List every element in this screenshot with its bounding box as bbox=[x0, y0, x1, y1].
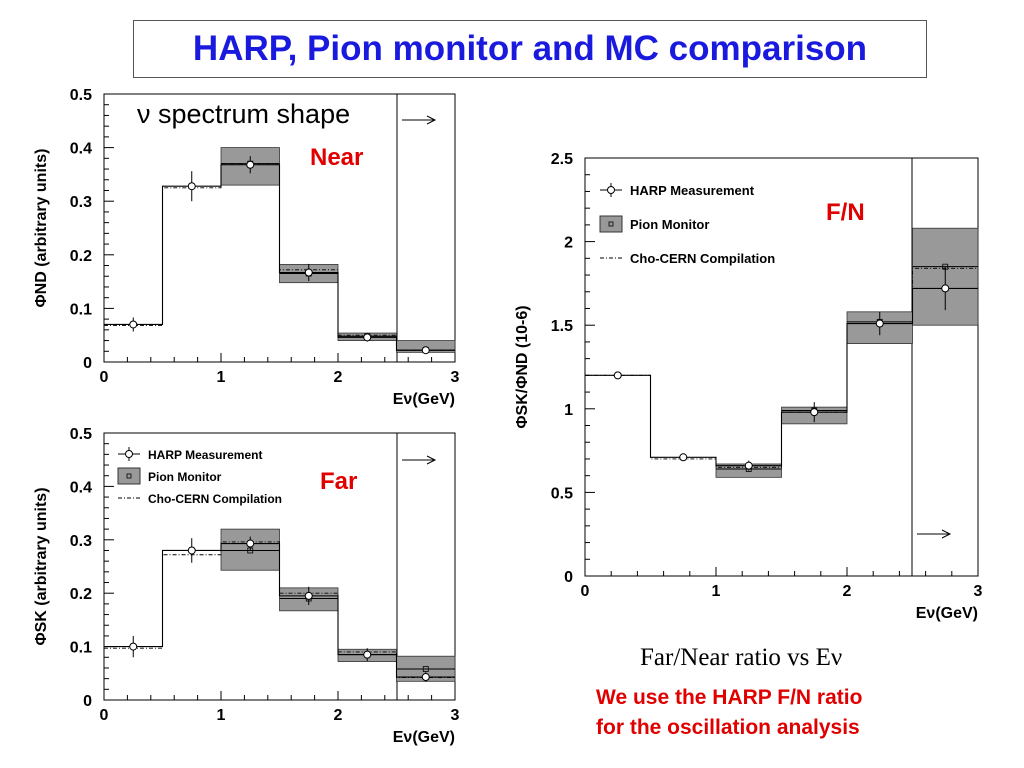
panel-3-harp-point bbox=[875, 319, 884, 328]
panel-2-x-tick-label: 1 bbox=[217, 707, 226, 724]
panel-2-legend-mc-label: Cho-CERN Compilation bbox=[148, 492, 282, 506]
panel-2-pion-marker bbox=[422, 666, 429, 672]
panel-2-harp-point bbox=[304, 591, 313, 600]
panel-3-harp-point bbox=[744, 461, 753, 470]
panel-1-annotation: ν spectrum shape bbox=[137, 99, 350, 129]
panel-3-y-tick-label: 2.5 bbox=[551, 151, 573, 168]
panel-1-harp-point bbox=[129, 320, 138, 329]
panel-2-legend-harp-label: HARP Measurement bbox=[148, 448, 262, 462]
panel-2-y-tick-label: 0.3 bbox=[70, 533, 92, 550]
title-box: HARP, Pion monitor and MC comparison bbox=[133, 20, 927, 78]
panel-3-legend-harp-marker bbox=[607, 186, 615, 194]
panel-3-legend-pion-label: Pion Monitor bbox=[630, 217, 709, 232]
panel-3-y-tick-label: 0 bbox=[564, 569, 573, 586]
panel-2-y-tick-label: 0.4 bbox=[70, 479, 92, 496]
panel-2-y-tick-label: 0.5 bbox=[70, 426, 92, 443]
panel-3-y-tick-label: 0.5 bbox=[551, 485, 573, 502]
panel-1-harp-point bbox=[363, 333, 372, 342]
panel-1-harp-point bbox=[187, 182, 196, 191]
panel-2-x-tick-label: 3 bbox=[451, 707, 460, 724]
panel-1-x-tick-label: 3 bbox=[451, 369, 460, 386]
panel-2-y-tick-label: 0.2 bbox=[70, 586, 92, 603]
panel-3-legend-mc-label: Cho-CERN Compilation bbox=[630, 251, 775, 266]
panel-1-y-tick-label: 0.2 bbox=[70, 248, 92, 265]
panel-3-harp-point bbox=[810, 408, 819, 417]
panel-3-harp-point bbox=[613, 371, 622, 380]
panel-1-harp-point bbox=[421, 346, 430, 355]
panel-3-x-tick-label: 2 bbox=[843, 583, 852, 600]
panel-1-y-tick-label: 0.5 bbox=[70, 87, 92, 104]
panel-1-plot-frame bbox=[103, 93, 456, 363]
panel-2-harp-point bbox=[363, 650, 372, 659]
panel-1-mc-step-line bbox=[104, 163, 455, 351]
panel-2-plot-frame bbox=[103, 432, 456, 701]
panel-2-harp-point bbox=[421, 673, 430, 682]
panel-3-harp-point bbox=[941, 284, 950, 293]
panel-1-x-tick-label: 0 bbox=[100, 369, 109, 386]
panel-2-harp-point bbox=[129, 642, 138, 651]
panel-2-y-tick-label: 0.1 bbox=[70, 640, 92, 657]
panel-3-legend-pion-swatch bbox=[599, 215, 623, 233]
panel-1-y-tick-label: 0.1 bbox=[70, 301, 92, 318]
panel-2-legend-pion-marker bbox=[126, 473, 132, 479]
panel-3-y-tick-label: 1.5 bbox=[551, 318, 573, 335]
panel-2-harp-point bbox=[246, 539, 255, 548]
panel-1-harp-point bbox=[304, 268, 313, 277]
analysis-note: We use the HARP F/N ratio for the oscill… bbox=[596, 683, 996, 743]
panel-3-x-tick-label: 3 bbox=[974, 583, 983, 600]
panel-3-y-axis-label: ΦSK/ΦND (10-6) bbox=[514, 305, 531, 428]
panel-3-x-tick-label: 1 bbox=[712, 583, 721, 600]
panel-2-y-axis-label: ΦSK (arbitrary units) bbox=[33, 487, 50, 645]
note-line-1: We use the HARP F/N ratio bbox=[596, 686, 863, 709]
panel-3-legend-harp-label: HARP Measurement bbox=[630, 183, 755, 198]
panel-1-x-tick-label: 2 bbox=[334, 369, 343, 386]
panel-2-y-tick-label: 0 bbox=[83, 693, 92, 710]
panel-2-legend-pion-swatch bbox=[117, 467, 141, 485]
panel-3-plot-frame bbox=[584, 157, 979, 577]
panel-3-x-tick-label: 0 bbox=[581, 583, 590, 600]
panel-2-legend-pion-label: Pion Monitor bbox=[148, 470, 222, 484]
panel-2-panel-label: Far bbox=[320, 468, 357, 495]
caption: Far/Near ratio vs Eν bbox=[640, 644, 843, 671]
panel-1-y-tick-label: 0 bbox=[83, 355, 92, 372]
panel-2-harp-point bbox=[187, 546, 196, 555]
panel-2-x-axis-label: Eν(GeV) bbox=[393, 729, 455, 746]
panel-3-y-tick-label: 1 bbox=[564, 402, 573, 419]
page-title: HARP, Pion monitor and MC comparison bbox=[192, 29, 868, 68]
panel-1-x-tick-label: 1 bbox=[217, 369, 226, 386]
panel-2-arrow-head bbox=[426, 455, 437, 465]
panel-3-x-axis-label: Eν(GeV) bbox=[916, 605, 978, 622]
panel-3-panel-label: F/N bbox=[826, 199, 865, 226]
panel-1-harp-point bbox=[246, 160, 255, 169]
panel-3-arrow-head bbox=[941, 529, 952, 539]
panel-1-panel-label: Near bbox=[310, 144, 363, 171]
panel-1-y-tick-label: 0.3 bbox=[70, 194, 92, 211]
panel-2-legend-harp-marker bbox=[125, 450, 133, 458]
panel-2-mc-step-line bbox=[104, 541, 455, 679]
panel-3-legend-pion-marker bbox=[608, 221, 614, 227]
panel-1-arrow-head bbox=[426, 115, 437, 125]
panel-1-y-tick-label: 0.4 bbox=[70, 141, 92, 158]
panel-2-x-tick-label: 2 bbox=[334, 707, 343, 724]
panel-1-x-axis-label: Eν(GeV) bbox=[393, 391, 455, 408]
panel-3-y-tick-label: 2 bbox=[564, 235, 573, 252]
panel-1-y-axis-label: ΦND (arbitrary units) bbox=[33, 149, 50, 308]
panel-3-mc-step-line bbox=[585, 267, 978, 468]
panel-3-harp-point bbox=[679, 453, 688, 462]
note-line-2: for the oscillation analysis bbox=[596, 716, 860, 739]
panel-2-x-tick-label: 0 bbox=[100, 707, 109, 724]
